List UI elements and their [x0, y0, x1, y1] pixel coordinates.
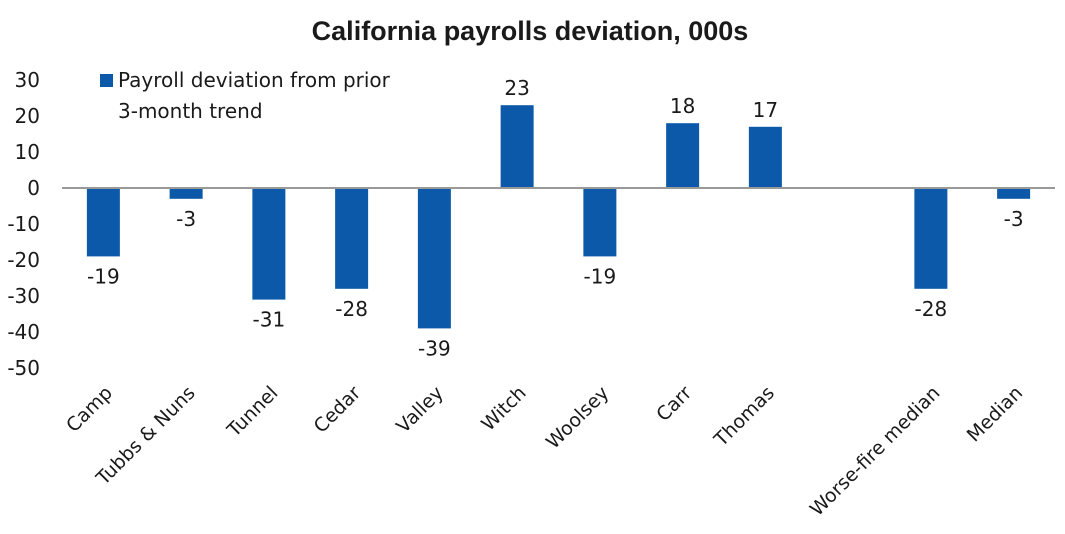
y-tick-label: -50 [7, 356, 40, 380]
data-label-worse-fire-median: -28 [915, 297, 948, 321]
bar-camp [86, 188, 120, 257]
bar-worse-fire-median [914, 188, 948, 289]
legend-swatch [100, 74, 113, 87]
bar-tubbs-nuns [169, 188, 203, 199]
data-label-tunnel: -31 [253, 308, 286, 332]
legend-label-line-2: 3-month trend [118, 99, 263, 123]
legend: Payroll deviation from prior 3-month tre… [100, 68, 391, 123]
bar-woolsey [583, 188, 617, 257]
bar-tunnel [252, 188, 286, 300]
x-tick-label-woolsey: Woolsey [542, 382, 613, 453]
legend-label-line-1: Payroll deviation from prior [118, 68, 391, 92]
y-tick-label: 20 [15, 104, 40, 128]
chart-title: California payrolls deviation, 000s [312, 16, 749, 46]
x-tick-label-median: Median [963, 382, 1027, 446]
y-tick-label: -30 [7, 284, 40, 308]
bar-series [86, 105, 1031, 329]
data-label-valley: -39 [418, 336, 451, 360]
bar-median [997, 188, 1031, 199]
x-tick-label-tunnel: Tunnel [222, 382, 282, 442]
data-label-thomas: 17 [753, 98, 778, 122]
bar-valley [417, 188, 451, 329]
y-axis: 30 20 10 0 -10 -20 -30 -40 -50 [7, 68, 40, 380]
x-tick-label-thomas: Thomas [709, 382, 779, 452]
x-tick-label-camp: Camp [62, 382, 117, 437]
x-tick-label-worse-fire-median: Worse-fire median [806, 382, 945, 521]
y-tick-label: -20 [7, 248, 40, 272]
data-label-carr: 18 [670, 94, 695, 118]
x-tick-label-carr: Carr [652, 382, 696, 426]
y-tick-label: 30 [15, 68, 40, 92]
data-label-camp: -19 [87, 264, 120, 288]
data-label-tubbs-nuns: -3 [176, 207, 196, 231]
data-label-witch: 23 [504, 76, 529, 100]
y-tick-label: -40 [7, 320, 40, 344]
x-tick-label-cedar: Cedar [310, 382, 366, 438]
data-labels: -19 -3 -31 -28 -39 23 -19 18 17 -28 -3 [87, 76, 1024, 360]
y-tick-label: 0 [27, 176, 40, 200]
bar-carr [666, 123, 700, 188]
data-label-median: -3 [1004, 207, 1024, 231]
x-tick-label-valley: Valley [392, 382, 448, 438]
bar-cedar [335, 188, 369, 289]
y-tick-label: -10 [7, 212, 40, 236]
y-tick-label: 10 [15, 140, 40, 164]
bar-thomas [748, 126, 782, 188]
data-label-woolsey: -19 [584, 264, 617, 288]
data-label-cedar: -28 [335, 297, 368, 321]
bar-witch [500, 105, 534, 188]
x-tick-label-witch: Witch [477, 382, 530, 435]
